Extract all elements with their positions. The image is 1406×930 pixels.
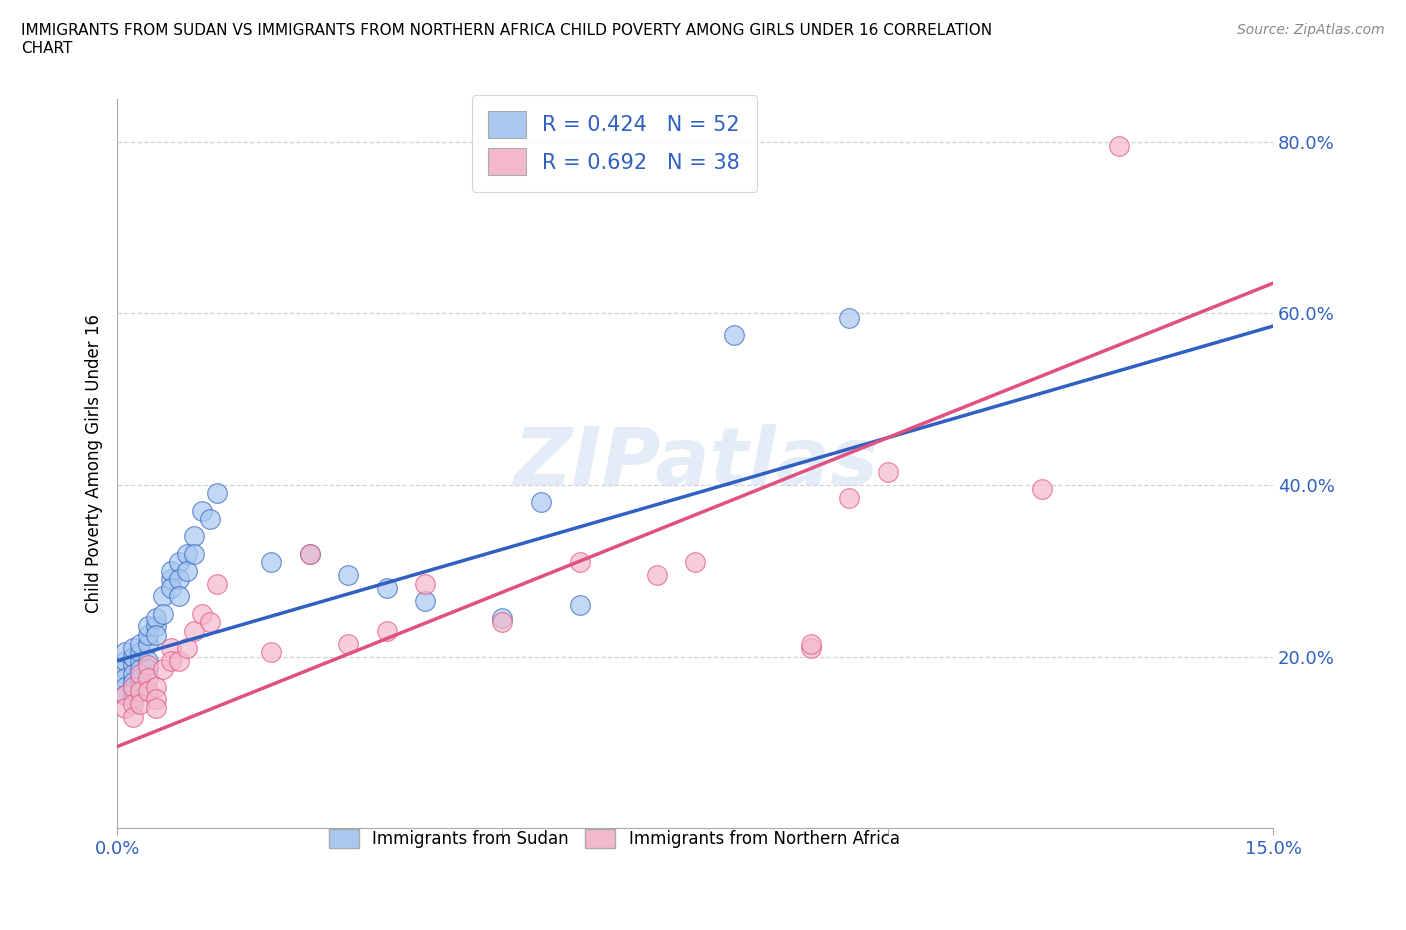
Point: [260, 644, 283, 659]
Point: [121, 641, 143, 656]
Point: [145, 692, 167, 707]
Point: [114, 662, 136, 677]
Point: [176, 546, 198, 561]
Point: [415, 593, 437, 608]
Point: [207, 576, 229, 591]
Point: [176, 641, 198, 656]
Text: ZIPatlas: ZIPatlas: [513, 424, 877, 502]
Point: [114, 687, 136, 702]
Point: [876, 465, 898, 480]
Point: [645, 567, 668, 582]
Point: [129, 662, 152, 677]
Point: [129, 697, 152, 711]
Point: [160, 564, 183, 578]
Point: [568, 554, 591, 569]
Point: [121, 649, 143, 664]
Point: [491, 610, 513, 625]
Point: [114, 700, 136, 715]
Point: [183, 529, 205, 544]
Point: [136, 654, 159, 669]
Legend: Immigrants from Sudan, Immigrants from Northern Africa: Immigrants from Sudan, Immigrants from N…: [316, 817, 911, 860]
Point: [415, 576, 437, 591]
Point: [136, 662, 159, 677]
Point: [129, 654, 152, 669]
Point: [121, 679, 143, 694]
Point: [129, 666, 152, 681]
Point: [136, 636, 159, 651]
Point: [145, 679, 167, 694]
Point: [1108, 139, 1130, 153]
Point: [683, 554, 706, 569]
Point: [375, 623, 398, 638]
Point: [198, 615, 221, 630]
Point: [129, 684, 152, 698]
Point: [375, 580, 398, 595]
Point: [114, 687, 136, 702]
Point: [800, 636, 823, 651]
Point: [145, 619, 167, 634]
Point: [145, 610, 167, 625]
Point: [260, 554, 283, 569]
Point: [191, 503, 214, 518]
Point: [121, 710, 143, 724]
Point: [129, 644, 152, 659]
Point: [160, 641, 183, 656]
Point: [176, 564, 198, 578]
Point: [121, 697, 143, 711]
Point: [337, 636, 360, 651]
Point: [838, 490, 860, 505]
Point: [198, 512, 221, 526]
Point: [129, 679, 152, 694]
Point: [167, 554, 190, 569]
Point: [121, 658, 143, 672]
Y-axis label: Child Poverty Among Girls Under 16: Child Poverty Among Girls Under 16: [86, 314, 103, 613]
Point: [838, 310, 860, 325]
Point: [723, 327, 745, 342]
Point: [114, 671, 136, 685]
Point: [530, 495, 553, 510]
Point: [152, 606, 174, 621]
Point: [183, 623, 205, 638]
Text: Source: ZipAtlas.com: Source: ZipAtlas.com: [1237, 23, 1385, 37]
Point: [136, 628, 159, 643]
Point: [191, 606, 214, 621]
Point: [129, 636, 152, 651]
Point: [207, 486, 229, 501]
Point: [114, 679, 136, 694]
Point: [298, 546, 321, 561]
Point: [114, 644, 136, 659]
Point: [129, 671, 152, 685]
Point: [337, 567, 360, 582]
Point: [160, 580, 183, 595]
Text: IMMIGRANTS FROM SUDAN VS IMMIGRANTS FROM NORTHERN AFRICA CHILD POVERTY AMONG GIR: IMMIGRANTS FROM SUDAN VS IMMIGRANTS FROM…: [21, 23, 993, 56]
Point: [136, 619, 159, 634]
Point: [121, 675, 143, 690]
Point: [121, 684, 143, 698]
Point: [160, 572, 183, 587]
Point: [152, 589, 174, 604]
Point: [167, 572, 190, 587]
Point: [114, 654, 136, 669]
Point: [136, 684, 159, 698]
Point: [160, 654, 183, 669]
Point: [800, 641, 823, 656]
Point: [145, 700, 167, 715]
Point: [491, 615, 513, 630]
Point: [136, 671, 159, 685]
Point: [121, 666, 143, 681]
Point: [183, 546, 205, 561]
Point: [298, 546, 321, 561]
Point: [167, 589, 190, 604]
Point: [152, 662, 174, 677]
Point: [167, 654, 190, 669]
Point: [145, 628, 167, 643]
Point: [568, 598, 591, 613]
Point: [121, 692, 143, 707]
Point: [136, 658, 159, 672]
Point: [1031, 482, 1053, 497]
